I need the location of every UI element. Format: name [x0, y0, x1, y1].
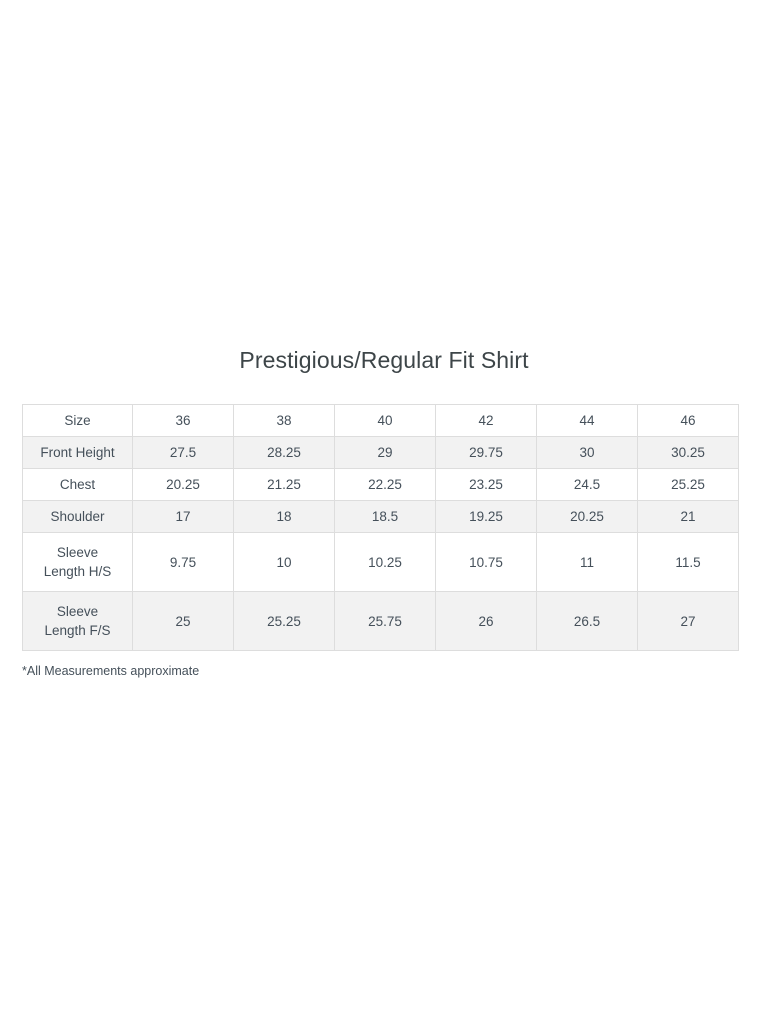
table-cell: 10.25: [334, 532, 436, 592]
table-cell: 27.5: [132, 436, 234, 469]
table-cell: 25: [132, 591, 234, 651]
table-row: Sleeve Length F/S 25 25.25 25.75 26 26.5 27: [22, 591, 739, 651]
table-row: Chest 20.25 21.25 22.25 23.25 24.5 25.25: [22, 468, 739, 501]
table-cell: 20.25: [536, 500, 638, 533]
row-label-0: Size: [22, 404, 133, 437]
table-cell: 11.5: [637, 532, 739, 592]
table-cell: 25.75: [334, 591, 436, 651]
table-cell: 40: [334, 404, 436, 437]
table-cell: 18.5: [334, 500, 436, 533]
table-row: Sleeve Length H/S 9.75 10 10.25 10.75 11 11.5: [22, 532, 739, 592]
table-cell: 19.25: [435, 500, 537, 533]
table-cell: 21: [637, 500, 739, 533]
table-cell: 9.75: [132, 532, 234, 592]
table-cell: 17: [132, 500, 234, 533]
row-label-line1: Sleeve: [56, 545, 99, 560]
table-row: Size 36 38 40 42 44 46: [22, 404, 739, 437]
size-chart-table: Size 36 38 40 42 44 46 Front Height 27.5 28.25 29 2…: [22, 404, 739, 651]
size-table-body: Size 36 38 40 42 44 46 Front Height 27.5 28.25 29 2…: [22, 404, 739, 651]
table-cell: 28.25: [233, 436, 335, 469]
row-label-3: Shoulder: [22, 500, 133, 533]
row-label-line1: Sleeve: [56, 604, 99, 619]
table-cell: 38: [233, 404, 335, 437]
table-cell: 22.25: [334, 468, 436, 501]
measurements-footnote: *All Measurements approximate: [22, 664, 200, 678]
table-cell: 29.75: [435, 436, 537, 469]
row-label-line2: Length F/S: [44, 623, 111, 638]
table-cell: 36: [132, 404, 234, 437]
row-label-4: Sleeve Length H/S: [22, 532, 133, 592]
table-cell: 10: [233, 532, 335, 592]
row-label-2: Chest: [22, 468, 133, 501]
table-cell: 24.5: [536, 468, 638, 501]
table-cell: 27: [637, 591, 739, 651]
table-row: Front Height 27.5 28.25 29 29.75 30 30.25: [22, 436, 739, 469]
table-cell: 30.25: [637, 436, 739, 469]
table-cell: 42: [435, 404, 537, 437]
table-cell: 25.25: [637, 468, 739, 501]
table-cell: 20.25: [132, 468, 234, 501]
table-cell: 25.25: [233, 591, 335, 651]
table-cell: 11: [536, 532, 638, 592]
table-cell: 21.25: [233, 468, 335, 501]
row-label-line2: Length H/S: [43, 564, 112, 579]
table-row: Shoulder 17 18 18.5 19.25 20.25 21: [22, 500, 739, 533]
table-cell: 46: [637, 404, 739, 437]
size-table-container: Size 36 38 40 42 44 46 Front Height 27.5 28.25 29 2…: [22, 404, 739, 651]
page-title: Prestigious/Regular Fit Shirt: [239, 347, 529, 373]
table-cell: 23.25: [435, 468, 537, 501]
table-cell: 44: [536, 404, 638, 437]
table-cell: 18: [233, 500, 335, 533]
row-label-1: Front Height: [22, 436, 133, 469]
table-cell: 26.5: [536, 591, 638, 651]
table-cell: 10.75: [435, 532, 537, 592]
table-cell: 26: [435, 591, 537, 651]
row-label-5: Sleeve Length F/S: [22, 591, 133, 651]
table-cell: 30: [536, 436, 638, 469]
table-cell: 29: [334, 436, 436, 469]
